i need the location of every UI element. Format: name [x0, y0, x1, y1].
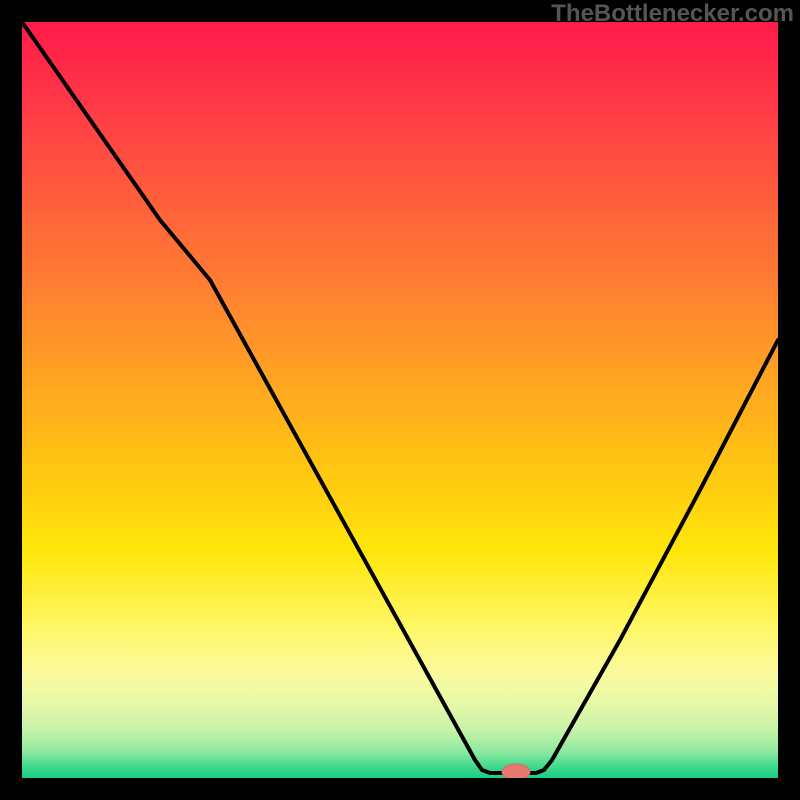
gradient-background — [22, 22, 778, 778]
chart-svg — [0, 0, 800, 800]
bottleneck-chart: TheBottlenecker.com — [0, 0, 800, 800]
watermark-text: TheBottlenecker.com — [551, 0, 794, 28]
optimal-marker — [502, 764, 530, 780]
